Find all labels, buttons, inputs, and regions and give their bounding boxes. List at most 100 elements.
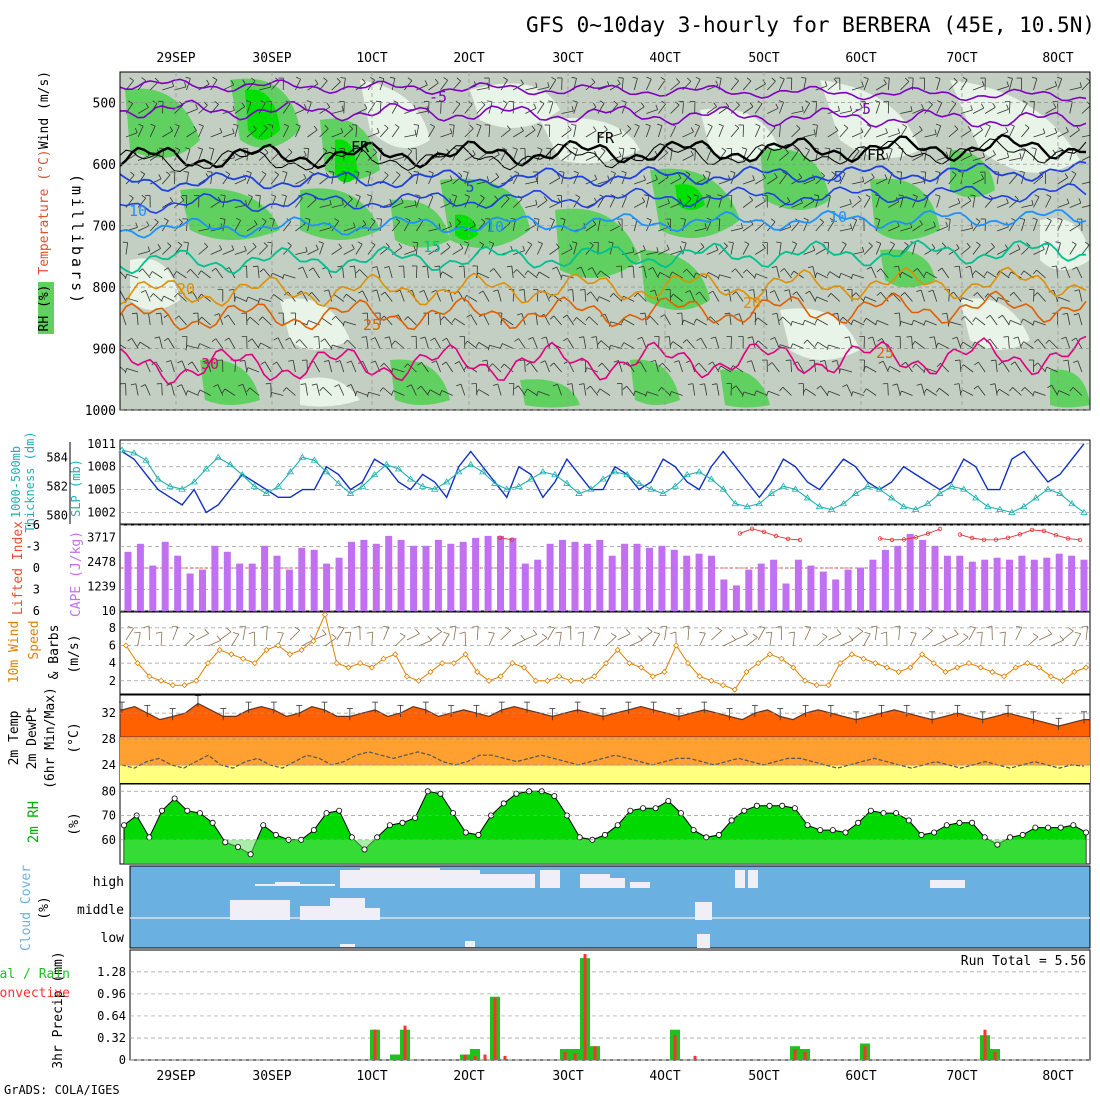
- rh2m-marker: [197, 811, 202, 816]
- temp2m-tick: 24: [102, 758, 116, 772]
- precip-convective-bar: [574, 1053, 577, 1060]
- cloud-high-block: [300, 884, 335, 886]
- upper-wind-barb-flag: [1092, 176, 1093, 181]
- cape-bar: [596, 540, 603, 611]
- dewpoint-band: [120, 737, 1090, 766]
- cape-bar: [646, 548, 653, 611]
- contour-label: FR: [351, 138, 370, 156]
- rh2m-marker: [894, 811, 899, 816]
- rh2m-marker: [932, 830, 937, 835]
- cape-bar: [497, 536, 504, 611]
- upper-label-temperature: Temperature (°C): [37, 149, 52, 274]
- rh2m-marker: [121, 823, 126, 828]
- upper-wind-barb: [513, 102, 514, 114]
- cape-bar: [969, 562, 976, 611]
- cape-tick: 3717: [87, 531, 116, 545]
- rh2m-marker: [375, 835, 380, 840]
- contour-label: 5: [465, 178, 474, 196]
- top-date-label: 30SEP: [252, 51, 291, 66]
- cape-bar: [795, 560, 802, 611]
- upper-wind-barb-flag: [1052, 266, 1057, 267]
- precip-convective-bar: [484, 1055, 487, 1061]
- rh2m-marker: [982, 835, 987, 840]
- upper-wind-barb-flag: [114, 364, 117, 368]
- cape-bar: [919, 540, 926, 611]
- cape-bar: [932, 546, 939, 611]
- rh2m-marker: [172, 796, 177, 801]
- rh2m-marker: [1033, 825, 1038, 830]
- lifted-index-tick: -6: [26, 518, 40, 532]
- cape-bar: [125, 552, 132, 611]
- cloud-middle-block: [330, 898, 365, 920]
- cape-bar: [658, 546, 665, 611]
- precip-convective-bar: [474, 1056, 477, 1060]
- cape-bar: [994, 558, 1001, 611]
- cloud-panel: high middle low Cloud Cover (%): [19, 865, 1090, 951]
- cape-bar: [460, 542, 467, 611]
- rh2m-marker: [413, 815, 418, 820]
- cape-bar: [261, 546, 268, 611]
- precip-convective-bar: [694, 1056, 697, 1060]
- slp-tick: 1005: [87, 483, 116, 497]
- rh2m-marker: [1020, 832, 1025, 837]
- precip-tick: 0.32: [97, 1031, 126, 1045]
- upper-wind-barb-flag: [1090, 151, 1092, 155]
- precip-convective-bar: [864, 1046, 867, 1060]
- wind10-tick: 4: [109, 656, 116, 670]
- cape-bar: [783, 584, 790, 612]
- cape-bar: [1031, 560, 1038, 611]
- temp2m-tick: 32: [102, 706, 116, 720]
- cape-bar: [534, 560, 541, 611]
- upper-pressure-tick: 500: [93, 97, 116, 112]
- cape-bar: [832, 580, 839, 612]
- rh2m-marker: [210, 820, 215, 825]
- bottom-date-label: 1OCT: [356, 1069, 387, 1084]
- cape-bar: [907, 534, 914, 611]
- cape-bar: [845, 570, 852, 611]
- contour-label: FR: [867, 146, 886, 164]
- cape-bar: [894, 546, 901, 611]
- precip-panel: 1.280.960.640.320 Run Total = 5.56 3hr P…: [0, 950, 1090, 1069]
- rh2m-unit: (%): [67, 812, 82, 835]
- contour-label: 20: [743, 294, 761, 312]
- cape-bar: [572, 542, 579, 611]
- temp2m-tick: 28: [102, 732, 116, 746]
- cape-bar: [187, 574, 194, 612]
- contour-label: 30: [201, 355, 219, 373]
- cape-bar: [882, 550, 889, 611]
- rh2m-marker: [1071, 823, 1076, 828]
- cloud-middle-block: [230, 900, 290, 920]
- cape-bar: [956, 556, 963, 611]
- temp2m-low-band: [120, 766, 1090, 784]
- cape-bar: [708, 556, 715, 611]
- cloud-low-block: [340, 944, 355, 947]
- cloud-high-block: [930, 880, 965, 888]
- precip-convective-bar: [594, 1046, 597, 1060]
- rh2m-marker: [919, 832, 924, 837]
- rh2m-tick: 80: [102, 784, 116, 798]
- upper-pressure-tick: 900: [93, 343, 116, 358]
- rh2m-marker: [463, 830, 468, 835]
- rh2m-marker: [501, 801, 506, 806]
- thickness-tick: 584: [46, 450, 68, 464]
- rh2m-marker: [881, 811, 886, 816]
- precip-convective-bar: [584, 954, 587, 1060]
- rh2m-marker: [691, 828, 696, 833]
- precip-convective-bar: [674, 1035, 677, 1060]
- cloud-high-block: [360, 868, 440, 888]
- bottom-date-label: 2OCT: [453, 1069, 484, 1084]
- cape-bar: [274, 556, 281, 611]
- rh2m-marker: [185, 808, 190, 813]
- rh2m-marker: [337, 808, 342, 813]
- cape-bar: [1056, 554, 1063, 611]
- cape-bar: [360, 540, 367, 611]
- upper-wind-barb-flag: [1092, 200, 1093, 205]
- rh2m-marker: [514, 791, 519, 796]
